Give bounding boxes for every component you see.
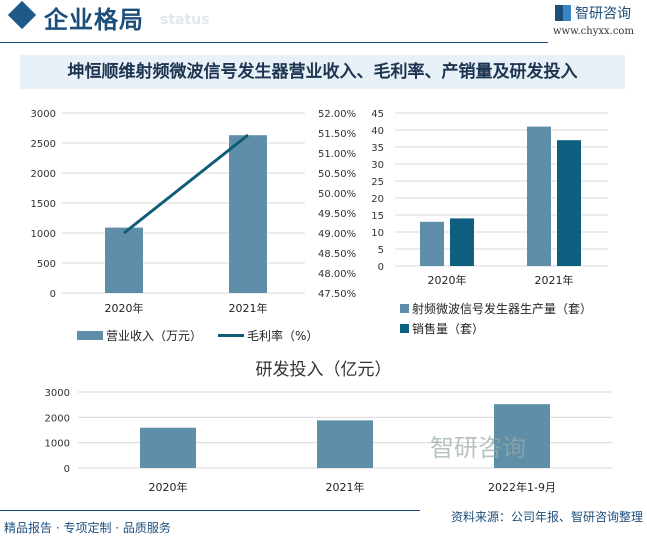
production-bar	[420, 221, 444, 266]
legend-label: 射频微波信号发生器生产量（套）	[412, 302, 593, 316]
y-tick-label-right: 52.00%	[318, 109, 356, 120]
y-tick-label-right: 49.50%	[318, 209, 356, 220]
brand-url: www.chyxx.com	[553, 26, 634, 37]
x-tick-label: 2021年	[326, 480, 365, 494]
y-tick-label: 0	[378, 262, 384, 273]
legend-swatch	[218, 334, 244, 337]
y-tick-label-left: 0	[50, 289, 56, 300]
legend-swatch	[77, 331, 103, 340]
production-bar	[527, 126, 551, 266]
legend-swatch	[400, 324, 409, 333]
y-tick-label: 30	[371, 160, 384, 171]
rd-bar	[494, 404, 550, 468]
y-tick-label-right: 50.50%	[318, 169, 356, 180]
source-note: 资料来源：公司年报、智研咨询整理	[450, 510, 643, 524]
x-tick-label: 2020年	[428, 273, 467, 287]
y-tick-label: 20	[371, 194, 384, 205]
chart-banner-title: 坤恒顺维射频微波信号发生器营业收入、毛利率、产销量及研发投入	[20, 55, 625, 89]
x-tick-label: 2021年	[229, 301, 268, 315]
y-tick-label-right: 48.50%	[318, 249, 356, 260]
revenue-bar	[229, 135, 267, 293]
header-divider	[0, 42, 548, 43]
y-tick-label-right: 47.50%	[318, 289, 356, 300]
y-tick-label-left: 500	[37, 259, 56, 270]
rd-chart-title: 研发投入（亿元）	[255, 360, 392, 380]
legend-label: 营业收入（万元）	[106, 329, 203, 343]
section-title: 企业格局	[44, 5, 144, 34]
y-tick-label-left: 1500	[31, 199, 56, 210]
y-tick-label: 1000	[45, 439, 70, 450]
sales-bar	[450, 218, 474, 266]
y-tick-label: 2000	[45, 413, 70, 424]
rd-bar	[140, 427, 196, 468]
y-tick-label: 10	[371, 228, 384, 239]
margin-line	[123, 133, 249, 235]
y-tick-label-left: 2500	[31, 139, 56, 150]
y-tick-label-right: 48.00%	[318, 269, 356, 280]
y-tick-label-right: 51.00%	[318, 149, 356, 160]
x-tick-label: 2021年	[535, 273, 574, 287]
sales-bar	[557, 140, 581, 266]
legend-label: 毛利率（%）	[247, 329, 319, 343]
y-tick-label-right: 49.00%	[318, 229, 356, 240]
legend-margin: 毛利率（%）	[218, 327, 318, 344]
legend-label: 销售量（套）	[412, 322, 485, 336]
y-tick-label: 35	[371, 143, 384, 154]
legend-swatch	[400, 304, 409, 313]
y-tick-label: 5	[378, 245, 384, 256]
y-tick-label-left: 1000	[31, 229, 56, 240]
legend-revenue: 营业收入（万元）	[77, 327, 202, 344]
logo-text: 智研咨询	[575, 6, 631, 22]
logo-icon	[555, 5, 571, 21]
y-tick-label-left: 2000	[31, 169, 56, 180]
x-tick-label: 2020年	[149, 480, 188, 494]
footer-tagline: 精品报告 · 专项定制 · 品质服务	[4, 521, 171, 535]
x-tick-label: 2020年	[105, 301, 144, 315]
y-tick-label: 0	[64, 464, 70, 475]
y-tick-label: 25	[371, 177, 384, 188]
y-tick-label: 15	[371, 211, 384, 222]
footer-divider	[0, 510, 420, 511]
legend-production: 射频微波信号发生器生产量（套）	[400, 300, 592, 317]
x-tick-label: 2022年1-9月	[488, 480, 556, 494]
section-ghost-text: status	[160, 12, 210, 28]
rd-bar	[317, 420, 373, 468]
y-tick-label: 3000	[45, 388, 70, 399]
y-tick-label-right: 51.50%	[318, 129, 356, 140]
y-tick-label: 40	[371, 126, 384, 137]
legend-sales: 销售量（套）	[400, 320, 484, 337]
y-tick-label: 45	[371, 109, 384, 120]
y-tick-label-left: 3000	[31, 109, 56, 120]
revenue-bar	[105, 227, 143, 293]
y-tick-label-right: 50.00%	[318, 189, 356, 200]
watermark: 智研咨询	[430, 434, 526, 462]
brand-logo: 智研咨询	[555, 3, 631, 23]
